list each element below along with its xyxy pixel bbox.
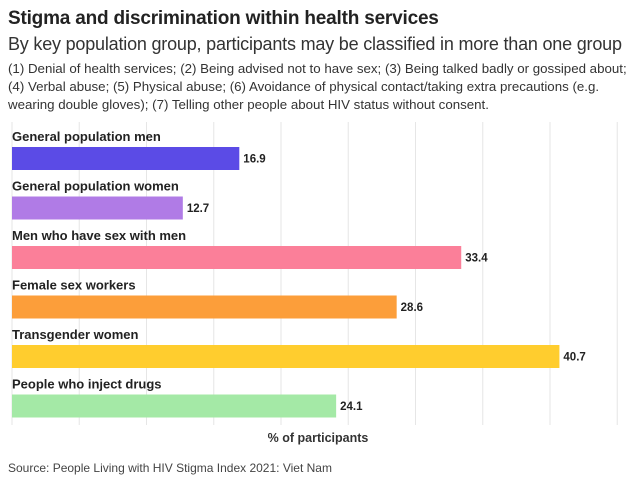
source-note: Source: People Living with HIV Stigma In… [8, 461, 332, 475]
category-label: General population women [12, 179, 179, 194]
chart-subtitle: By key population group, participants ma… [8, 34, 622, 54]
data-label: 28.6 [401, 302, 423, 314]
bar [12, 196, 183, 220]
category-label: Transgender women [12, 327, 138, 342]
bar [12, 394, 337, 418]
bar [12, 295, 397, 319]
bar [12, 246, 462, 269]
data-label: 24.1 [340, 401, 363, 413]
category-label: Female sex workers [12, 278, 136, 293]
data-label: 16.9 [243, 154, 265, 166]
x-axis-label: % of participants [268, 431, 369, 445]
bar [12, 345, 560, 368]
data-label: 12.7 [187, 203, 209, 215]
category-label: People who inject drugs [12, 377, 162, 392]
category-label: Men who have sex with men [12, 228, 186, 243]
data-label: 40.7 [563, 352, 585, 364]
data-label: 33.4 [465, 253, 488, 265]
bar [12, 147, 240, 170]
category-label: General population men [12, 129, 161, 144]
chart-notes: (1) Denial of health services; (2) Being… [8, 61, 627, 112]
chart-title: Stigma and discrimination within health … [8, 8, 439, 29]
